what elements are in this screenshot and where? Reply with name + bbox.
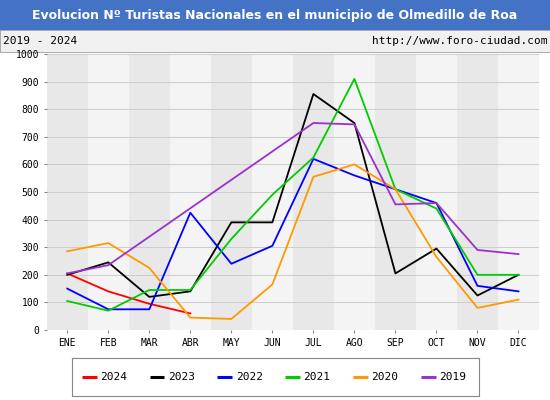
Text: 2022: 2022 bbox=[235, 372, 263, 382]
Text: 2021: 2021 bbox=[304, 372, 331, 382]
Bar bbox=[293, 54, 334, 330]
Text: 2023: 2023 bbox=[168, 372, 195, 382]
Bar bbox=[47, 54, 88, 330]
Bar bbox=[498, 54, 539, 330]
Text: 2024: 2024 bbox=[100, 372, 127, 382]
Text: 2019 - 2024: 2019 - 2024 bbox=[3, 36, 77, 46]
Bar bbox=[416, 54, 457, 330]
Bar bbox=[334, 54, 375, 330]
Bar bbox=[457, 54, 498, 330]
Bar bbox=[375, 54, 416, 330]
Bar bbox=[170, 54, 211, 330]
Bar bbox=[211, 54, 252, 330]
Bar bbox=[88, 54, 129, 330]
Text: 2020: 2020 bbox=[371, 372, 398, 382]
Text: Evolucion Nº Turistas Nacionales en el municipio de Olmedillo de Roa: Evolucion Nº Turistas Nacionales en el m… bbox=[32, 8, 518, 22]
Text: http://www.foro-ciudad.com: http://www.foro-ciudad.com bbox=[372, 36, 547, 46]
Bar bbox=[252, 54, 293, 330]
Bar bbox=[129, 54, 170, 330]
Text: 2019: 2019 bbox=[439, 372, 466, 382]
